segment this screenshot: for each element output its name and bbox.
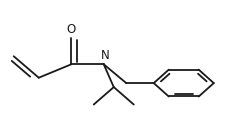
- Text: O: O: [66, 23, 76, 36]
- Text: N: N: [100, 49, 110, 62]
